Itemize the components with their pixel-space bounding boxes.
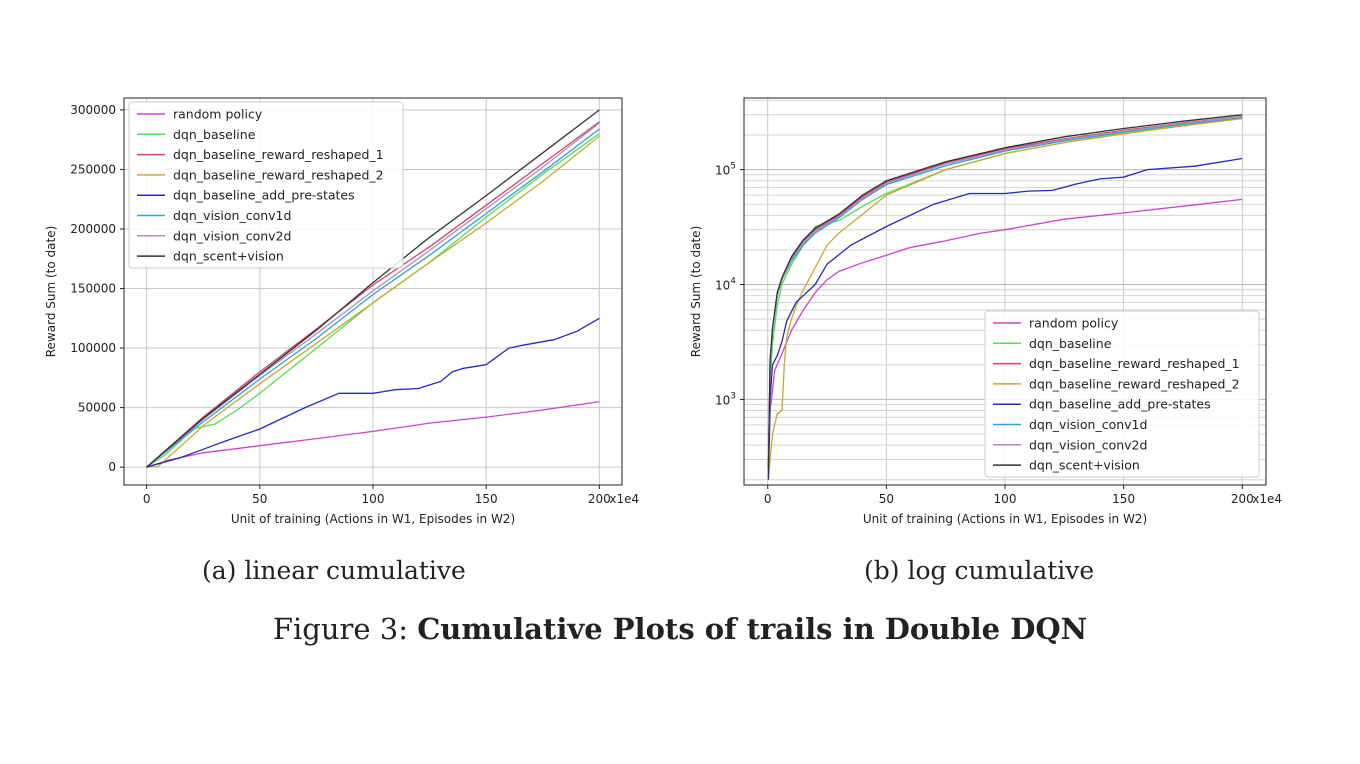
- x-tick-label: 50: [879, 492, 894, 506]
- x-tick-label: 0: [143, 492, 151, 506]
- y-tick-label: 0: [108, 460, 116, 474]
- legend-label: dqn_baseline_reward_reshaped_1: [173, 147, 384, 162]
- legend-label: dqn_scent+vision: [173, 249, 284, 264]
- series-line-random policy: [767, 198, 1243, 480]
- legend-label: dqn_baseline_add_pre-states: [173, 188, 355, 203]
- series-line-dqn_baseline_reward_reshaped_2: [767, 117, 1243, 480]
- series-line-dqn_baseline_reward_reshaped_1: [146, 121, 600, 468]
- x-multiplier-label: x1e4: [609, 492, 639, 506]
- y-tick-label: 104: [715, 277, 736, 293]
- series-line-dqn_baseline_add_pre-states: [146, 317, 600, 468]
- x-tick-label: 100: [994, 492, 1017, 506]
- figure-caption-prefix: Figure 3:: [272, 612, 418, 646]
- x-tick-label: 150: [1112, 492, 1135, 506]
- legend-label: dqn_baseline: [173, 127, 256, 142]
- legend-label: dqn_vision_conv1d: [173, 208, 291, 223]
- x-tick-label: 200: [1231, 492, 1254, 506]
- legend-label: dqn_baseline_add_pre-states: [1029, 397, 1211, 412]
- legend-label: dqn_vision_conv2d: [1029, 437, 1147, 452]
- y-tick-label: 105: [715, 162, 736, 178]
- legend-label: dqn_baseline_reward_reshaped_2: [1029, 376, 1240, 391]
- y-tick-label: 100000: [70, 341, 116, 355]
- x-axis-label: Unit of training (Actions in W1, Episode…: [231, 512, 515, 526]
- series-line-random policy: [146, 400, 600, 468]
- y-tick-label: 103: [715, 391, 736, 407]
- figure-caption: Figure 3: Cumulative Plots of trails in …: [0, 612, 1360, 646]
- series-line-dqn_vision_conv1d: [146, 128, 600, 468]
- legend: random policy dqn_baseline dqn_baseline_re…: [128, 101, 404, 269]
- legend-label: random policy: [1029, 316, 1119, 331]
- x-tick-label: 200: [588, 492, 611, 506]
- series-line-dqn_vision_conv2d: [146, 122, 600, 468]
- subcaption-b: (b) log cumulative: [864, 556, 1095, 585]
- y-tick-label: 150000: [70, 282, 116, 296]
- legend-label: dqn_baseline_reward_reshaped_2: [173, 167, 384, 182]
- legend-box: [984, 310, 1260, 478]
- x-axis-label: Unit of training (Actions in W1, Episode…: [863, 512, 1147, 526]
- series-line-dqn_baseline_reward_reshaped_2: [146, 135, 600, 468]
- series-line-dqn_baseline_add_pre-states: [767, 157, 1243, 480]
- legend-label: dqn_vision_conv1d: [1029, 417, 1147, 432]
- y-axis-label: Reward Sum (to date): [44, 226, 58, 358]
- legend-box: [128, 101, 404, 269]
- legend-label: dqn_scent+vision: [1029, 458, 1140, 473]
- figure-caption-title: Cumulative Plots of trails in Double DQN: [417, 612, 1088, 646]
- legend: random policy dqn_baseline dqn_baseline_re…: [984, 310, 1260, 478]
- legend-label: dqn_vision_conv2d: [173, 228, 291, 243]
- series-line-dqn_scent+vision: [767, 114, 1243, 469]
- subcaption-a: (a) linear cumulative: [202, 556, 466, 585]
- y-tick-label: 200000: [70, 222, 116, 236]
- series-line-dqn_scent+vision: [146, 109, 600, 468]
- x-tick-label: 50: [252, 492, 267, 506]
- y-tick-label: 300000: [70, 103, 116, 117]
- x-tick-label: 100: [362, 492, 385, 506]
- legend-label: dqn_baseline: [1029, 336, 1112, 351]
- legend-label: dqn_baseline_reward_reshaped_1: [1029, 356, 1240, 371]
- x-tick-label: 150: [475, 492, 498, 506]
- x-tick-label: 0: [764, 492, 772, 506]
- y-axis-label: Reward Sum (to date): [689, 226, 703, 358]
- series-line-dqn_baseline: [146, 133, 600, 468]
- legend-label: random policy: [173, 107, 263, 122]
- y-tick-label: 250000: [70, 162, 116, 176]
- x-multiplier-label: x1e4: [1252, 492, 1282, 506]
- y-tick-label: 50000: [78, 401, 116, 415]
